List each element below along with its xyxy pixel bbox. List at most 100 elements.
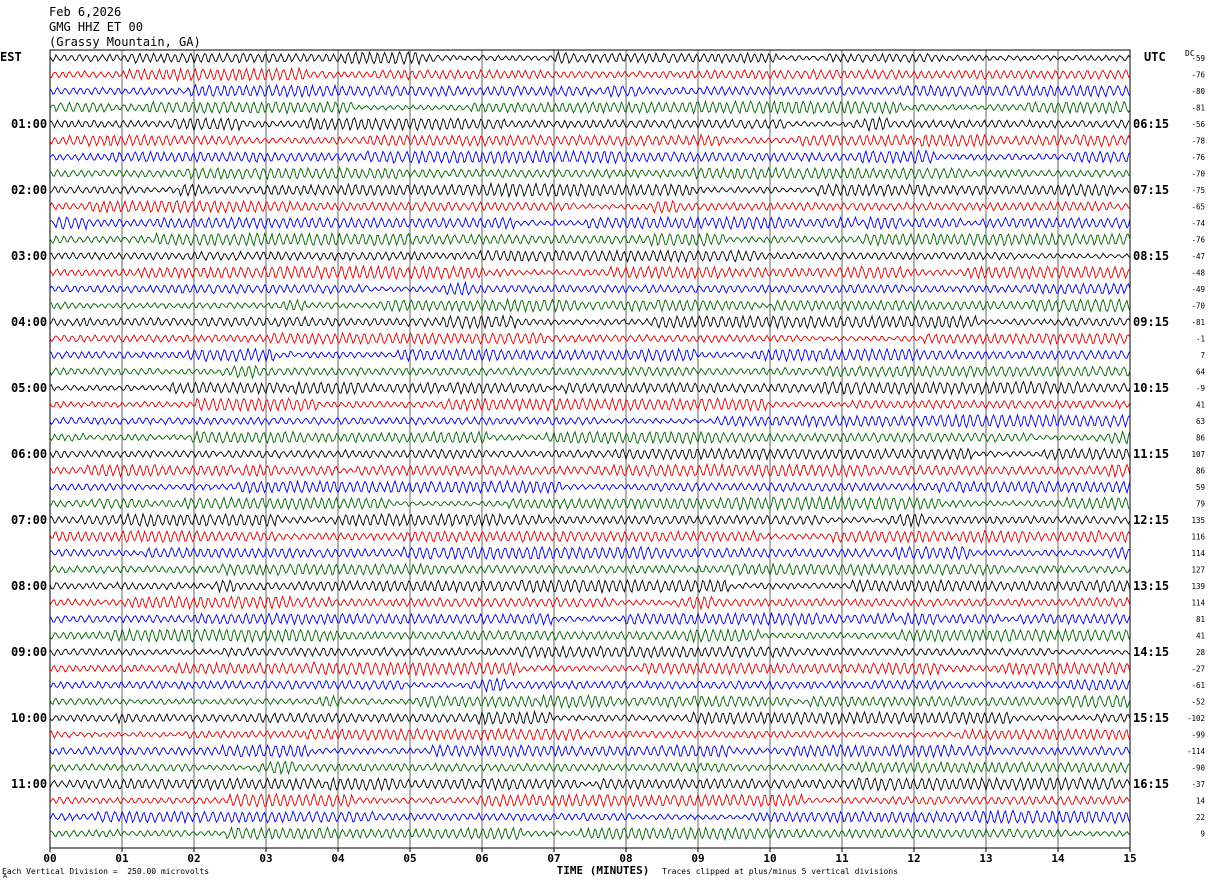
dc-offset-label: 59 (1196, 483, 1205, 492)
x-tick-label: 13 (979, 852, 992, 865)
trace-row (49, 115, 1131, 133)
x-tick-label: 09 (691, 852, 704, 865)
x-tick-label: 07 (547, 852, 560, 865)
hour-label-utc: 13:15 (1133, 579, 1169, 593)
hour-label-local: 08:00 (11, 579, 47, 593)
trace-row (49, 364, 1131, 380)
dc-offset-label: -59 (1191, 54, 1205, 63)
trace-row (49, 412, 1131, 429)
dc-offset-label: -81 (1191, 104, 1205, 113)
station-location: (Grassy Mountain, GA) (49, 35, 201, 49)
trace-row (49, 743, 1131, 759)
seismic-traces (49, 50, 1131, 841)
hour-label-local: 09:00 (11, 645, 47, 659)
hour-label-local: 11:00 (11, 777, 47, 791)
dc-offset-label: -65 (1191, 203, 1205, 212)
trace-row (49, 792, 1131, 809)
trace-row (49, 83, 1131, 99)
x-tick-label: 15 (1123, 852, 1136, 865)
trace-row (49, 676, 1131, 694)
trace-row (49, 709, 1131, 726)
x-tick-label: 08 (619, 852, 632, 865)
dc-offset-label: -75 (1191, 186, 1205, 195)
dc-offset-label: 139 (1191, 582, 1205, 591)
dc-offset-label: -27 (1191, 665, 1205, 674)
hour-label-utc: 15:15 (1133, 711, 1169, 725)
dc-offset-label: -61 (1191, 681, 1205, 690)
dc-offset-label: 135 (1191, 516, 1205, 525)
dc-offset-label: 114 (1191, 599, 1205, 608)
x-tick-label: 04 (331, 852, 345, 865)
dc-offset-label: -1 (1196, 335, 1205, 344)
trace-row (49, 594, 1131, 611)
trace-row (49, 331, 1131, 346)
dc-offset-column-label: DC (1185, 49, 1195, 58)
trace-row (49, 825, 1131, 841)
dc-offset-label: 114 (1191, 549, 1205, 558)
trace-row (49, 644, 1131, 660)
hour-label-local: 03:00 (11, 249, 47, 263)
trace-row (50, 562, 1131, 577)
dc-offset-label: 107 (1191, 450, 1205, 459)
dc-offset-label: 79 (1196, 500, 1205, 509)
dc-offset-label: -56 (1191, 120, 1205, 129)
trace-row (49, 578, 1131, 595)
dc-offset-label: -90 (1191, 764, 1205, 773)
hour-label-local: 01:00 (11, 117, 47, 131)
trace-row (49, 264, 1131, 281)
dc-offset-label: 127 (1191, 566, 1205, 575)
trace-row (49, 380, 1131, 396)
hour-label-utc: 11:15 (1133, 447, 1169, 461)
trace-row (49, 297, 1131, 314)
dc-offset-label: -76 (1191, 153, 1205, 162)
trace-row (49, 545, 1131, 561)
trace-row (49, 660, 1131, 677)
trace-row (49, 50, 1131, 67)
hour-label-utc: 07:15 (1133, 183, 1169, 197)
hour-label-utc: 06:15 (1133, 117, 1169, 131)
trace-row (49, 314, 1131, 330)
hour-label-utc: 12:15 (1133, 513, 1169, 527)
dc-offset-label: 9 (1200, 830, 1205, 839)
vertical-division-note: Each Vertical Division = 250.00 microvol… (2, 867, 210, 876)
dc-offset-label: 63 (1196, 417, 1205, 426)
dc-offset-label: 28 (1196, 648, 1206, 657)
hour-label-local: 02:00 (11, 183, 47, 197)
hour-label-utc: 10:15 (1133, 381, 1169, 395)
x-tick-label: 12 (907, 852, 920, 865)
hour-label-local: 10:00 (11, 711, 47, 725)
trace-row (49, 462, 1131, 479)
x-tick-label: 00 (43, 852, 56, 865)
hour-label-local: 04:00 (11, 315, 47, 329)
trace-row (49, 693, 1131, 710)
trace-row (49, 495, 1131, 512)
hour-label-utc: 16:15 (1133, 777, 1169, 791)
dc-offset-label: -49 (1191, 285, 1205, 294)
trace-row (49, 215, 1131, 231)
hour-label-local: 06:00 (11, 447, 47, 461)
dc-offset-label: 14 (1196, 797, 1206, 806)
dc-offset-label: 64 (1196, 368, 1206, 377)
trace-row (49, 529, 1131, 545)
dc-offset-label: -81 (1191, 318, 1205, 327)
station-code: GMG HHZ ET 00 (49, 20, 143, 34)
trace-row (49, 99, 1131, 116)
x-tick-label: 11 (835, 852, 849, 865)
hour-label-local: 05:00 (11, 381, 47, 395)
dc-offset-label: 86 (1196, 434, 1206, 443)
x-tick-label: 02 (187, 852, 200, 865)
dc-offset-label: -74 (1191, 219, 1205, 228)
x-tick-label: 14 (1051, 852, 1065, 865)
trace-row (49, 429, 1131, 446)
trace-row (49, 231, 1131, 248)
dc-offset-label: 41 (1196, 632, 1205, 641)
utc-timezone-label: UTC (1144, 50, 1166, 64)
dc-offset-label: -70 (1191, 302, 1205, 311)
trace-row (49, 808, 1131, 825)
trace-row (49, 776, 1131, 792)
hour-label-utc: 09:15 (1133, 315, 1169, 329)
trace-row (49, 280, 1131, 296)
trace-row (49, 248, 1131, 264)
dc-offset-label: -102 (1187, 714, 1205, 723)
